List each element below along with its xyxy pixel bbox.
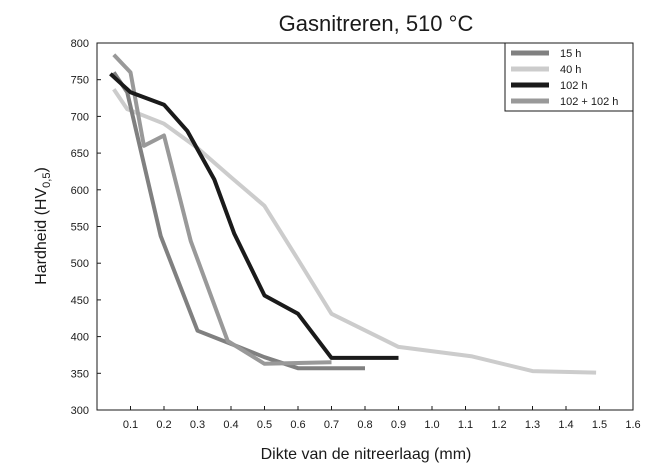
y-axis-title-main: Hardheid (HV <box>33 188 50 285</box>
legend-label: 15 h <box>560 48 581 60</box>
y-tick-label: 650 <box>71 148 89 160</box>
x-tick-label: 1.4 <box>558 419 573 431</box>
series-line-2 <box>109 72 399 360</box>
chart-title: Gasnitreren, 510 °C <box>279 11 474 36</box>
y-tick-label: 600 <box>71 185 89 197</box>
x-tick-label: 0.3 <box>190 419 205 431</box>
series-line-1 <box>112 88 597 375</box>
x-tick-label: 0.7 <box>324 419 339 431</box>
y-axis-ticks: 300 350 400 450 500 550 600 650 700 750 800 <box>71 38 101 417</box>
y-axis-title-subscript: 0,5 <box>41 173 53 188</box>
y-tick-label: 550 <box>71 222 89 234</box>
legend-label: 102 h <box>560 80 588 92</box>
x-tick-label: 1.3 <box>525 419 540 431</box>
legend-label: 40 h <box>560 64 581 76</box>
x-tick-label: 1.1 <box>458 419 473 431</box>
x-tick-label: 0.4 <box>223 419 238 431</box>
x-tick-label: 0.6 <box>290 419 305 431</box>
y-axis-title-close: ) <box>33 167 50 172</box>
y-tick-label: 400 <box>71 332 89 344</box>
series-layer <box>109 53 597 375</box>
y-tick-label: 750 <box>71 75 89 87</box>
x-tick-label: 1.6 <box>625 419 640 431</box>
y-axis-title: Hardheid (HV0,5) <box>33 167 53 285</box>
x-tick-label: 0.9 <box>391 419 406 431</box>
y-tick-label: 300 <box>71 405 89 417</box>
legend-label: 102 + 102 h <box>560 96 618 108</box>
y-tick-label: 700 <box>71 111 89 123</box>
y-tick-label: 450 <box>71 295 89 307</box>
x-tick-label: 1.5 <box>592 419 607 431</box>
x-tick-label: 0.1 <box>123 419 138 431</box>
x-tick-label: 1.0 <box>424 419 439 431</box>
legend-items: 15 h 40 h 102 h 102 + 102 h <box>511 48 618 108</box>
y-tick-label: 350 <box>71 368 89 380</box>
x-tick-label: 1.2 <box>491 419 506 431</box>
series-line-3 <box>112 53 332 366</box>
legend: 15 h 40 h 102 h 102 + 102 h <box>504 42 634 112</box>
x-tick-label: 0.8 <box>357 419 372 431</box>
x-tick-label: 0.2 <box>156 419 171 431</box>
x-axis-title: Dikte van de nitreerlaag (mm) <box>261 446 472 463</box>
x-tick-label: 0.5 <box>257 419 272 431</box>
x-axis-ticks: 0.1 0.2 0.3 0.4 0.5 0.6 0.7 0.8 0.9 1.0 1.1 1.2 1.3 1… <box>123 406 641 431</box>
y-tick-label: 800 <box>71 38 89 50</box>
y-tick-label: 500 <box>71 258 89 270</box>
